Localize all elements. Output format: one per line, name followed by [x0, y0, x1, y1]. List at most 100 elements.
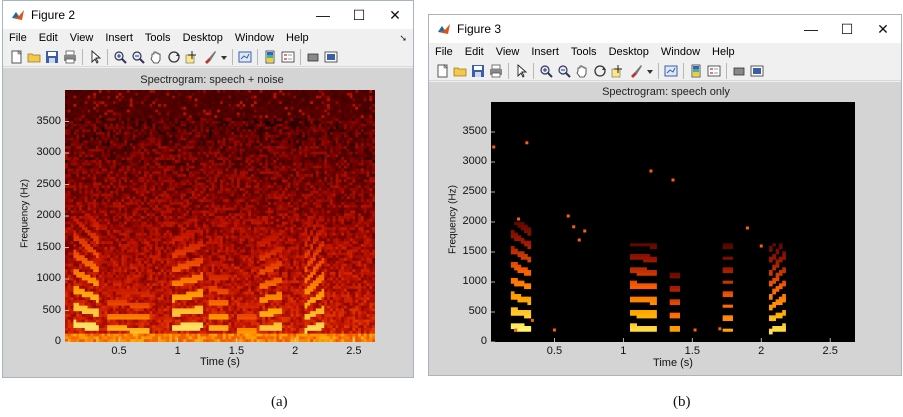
close-button[interactable]: ✕	[877, 20, 889, 37]
spectrogram-point	[525, 141, 529, 145]
y-tick-label: 1500	[462, 245, 487, 257]
spectrogram-axes[interactable]	[491, 102, 855, 342]
dock-arrow-icon[interactable]: ➘	[399, 33, 407, 43]
menu-file[interactable]: File	[435, 46, 453, 58]
toolbar-separator	[726, 62, 727, 79]
plot-title: Spectrogram: speech only	[602, 86, 730, 98]
menu-window[interactable]: Window	[660, 46, 701, 58]
spectrogram-image	[65, 90, 375, 342]
window-title: Figure 3	[457, 22, 502, 36]
new-file-icon[interactable]	[433, 62, 450, 79]
print-icon[interactable]	[61, 48, 78, 65]
spectrogram-point	[552, 328, 556, 332]
title-bar[interactable]: Figure 3 — ☐ ✕	[429, 15, 901, 43]
y-tick-label: 2500	[462, 185, 487, 197]
spectrogram-image	[491, 102, 855, 342]
toolbar-separator	[257, 48, 258, 65]
spectrogram-point	[530, 318, 534, 322]
menu-edit[interactable]: Edit	[464, 46, 484, 58]
title-bar[interactable]: Figure 2 — ☐ ✕	[3, 1, 413, 29]
zoom-out-icon[interactable]	[129, 48, 146, 65]
spectrogram-point	[718, 327, 722, 331]
menu-help[interactable]: Help	[712, 46, 735, 58]
caption-b: (b)	[673, 394, 691, 410]
new-file-icon[interactable]	[7, 48, 24, 65]
spectrogram-point	[649, 169, 653, 173]
y-tick-label: 500	[42, 303, 61, 316]
figure-window-a: Figure 2 — ☐ ✕ File Edit View Insert Too…	[2, 0, 414, 378]
caption-a: (a)	[271, 394, 288, 410]
y-tick-label: 3500	[36, 114, 61, 127]
y-tick-label: 2500	[36, 177, 61, 190]
link-plot-icon[interactable]	[662, 62, 679, 79]
toolbar-separator	[683, 62, 684, 79]
data-cursor-icon[interactable]	[609, 62, 626, 79]
link-plot-icon[interactable]	[236, 48, 253, 65]
x-tick-label: 1.5	[228, 345, 245, 357]
zoom-out-icon[interactable]	[555, 62, 572, 79]
spectrogram-point	[492, 145, 496, 149]
open-folder-icon[interactable]	[25, 48, 42, 65]
figure-toolbar	[3, 47, 413, 67]
open-folder-icon[interactable]	[451, 62, 468, 79]
spectrogram-axes[interactable]	[65, 90, 375, 342]
menu-tools[interactable]: Tools	[144, 32, 171, 44]
x-tick-label: 2.5	[346, 345, 362, 357]
menu-window[interactable]: Window	[234, 32, 275, 44]
menu-desktop[interactable]: Desktop	[608, 46, 649, 58]
arrow-pointer-icon[interactable]	[86, 48, 103, 65]
menu-view[interactable]: View	[69, 32, 94, 44]
maximize-button[interactable]: ☐	[352, 6, 366, 23]
y-tick-label: 3000	[462, 155, 487, 167]
spectrogram-point	[745, 226, 749, 230]
dropdown-icon[interactable]	[219, 48, 228, 65]
dropdown-icon[interactable]	[645, 62, 654, 79]
print-icon[interactable]	[487, 62, 504, 79]
menu-desktop[interactable]: Desktop	[182, 32, 223, 44]
figure-canvas: Spectrogram: speech only 0 500 1000 1500 200…	[429, 82, 901, 375]
zoom-in-icon[interactable]	[537, 62, 554, 79]
x-axis-label: Time (s)	[200, 356, 240, 368]
save-icon[interactable]	[43, 48, 60, 65]
x-tick-label: 2	[292, 345, 299, 357]
spectrogram-point	[583, 229, 587, 233]
maximize-button[interactable]: ☐	[840, 20, 854, 37]
menu-tools[interactable]: Tools	[570, 46, 597, 58]
pan-hand-icon[interactable]	[573, 62, 590, 79]
minimize-button[interactable]: —	[316, 7, 330, 23]
arrow-pointer-icon[interactable]	[512, 62, 529, 79]
matlab-logo-icon	[11, 8, 25, 22]
show-plot-tools-icon[interactable]	[322, 48, 339, 65]
pan-hand-icon[interactable]	[147, 48, 164, 65]
colorbar-icon[interactable]	[261, 48, 278, 65]
data-cursor-icon[interactable]	[183, 48, 200, 65]
menu-edit[interactable]: Edit	[38, 32, 58, 44]
hide-plot-tools-icon[interactable]	[304, 48, 321, 65]
rotate-3d-icon[interactable]	[165, 48, 182, 65]
brush-icon[interactable]	[627, 62, 644, 79]
colorbar-icon[interactable]	[687, 62, 704, 79]
legend-icon[interactable]	[279, 48, 296, 65]
y-tick-label: 3000	[36, 146, 61, 158]
minimize-button[interactable]: —	[804, 21, 818, 37]
menu-insert[interactable]: Insert	[531, 46, 559, 58]
save-icon[interactable]	[469, 62, 486, 79]
zoom-in-icon[interactable]	[111, 48, 128, 65]
spectrogram-point	[517, 217, 521, 221]
menu-help[interactable]: Help	[286, 32, 309, 44]
menu-insert[interactable]: Insert	[105, 32, 133, 44]
hide-plot-tools-icon[interactable]	[730, 62, 747, 79]
menu-file[interactable]: File	[9, 32, 27, 44]
show-plot-tools-icon[interactable]	[748, 62, 765, 79]
toolbar-separator	[658, 62, 659, 79]
plot-title: Spectrogram: speech + noise	[140, 74, 284, 86]
y-tick-label: 1000	[462, 275, 487, 287]
toolbar-separator	[533, 62, 534, 79]
legend-icon[interactable]	[705, 62, 722, 79]
figure-window-b: Figure 3 — ☐ ✕ File Edit View Insert Too…	[428, 14, 902, 376]
brush-icon[interactable]	[201, 48, 218, 65]
menu-view[interactable]: View	[495, 46, 520, 58]
figure-canvas: Spectrogram: speech + noise 0 500 1000 1500…	[3, 68, 413, 377]
close-button[interactable]: ✕	[389, 6, 401, 23]
rotate-3d-icon[interactable]	[591, 62, 608, 79]
